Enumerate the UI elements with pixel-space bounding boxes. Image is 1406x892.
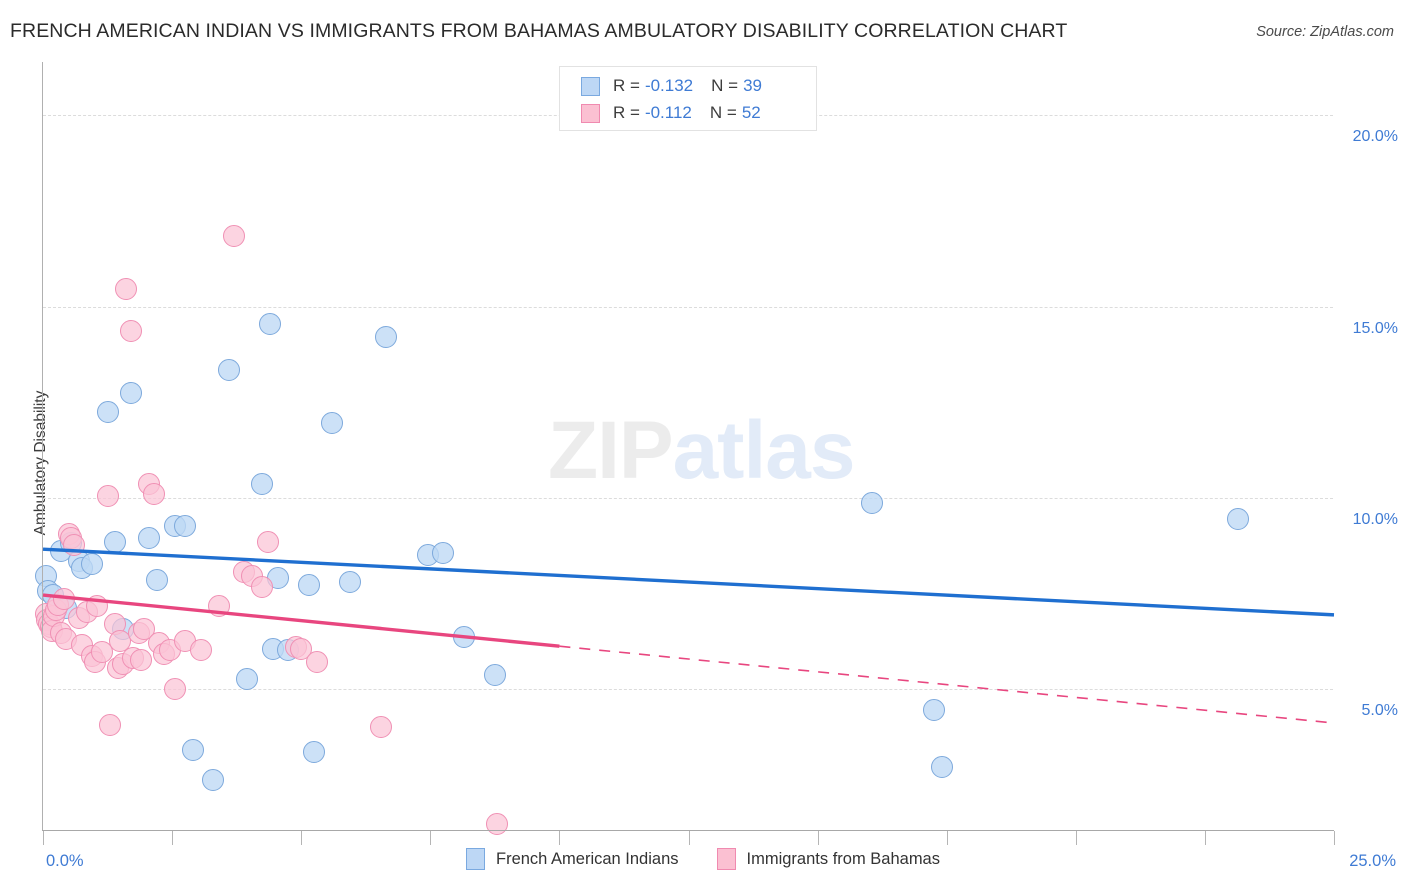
stats-row-pink: R = -0.112 N = 52 [581, 100, 761, 126]
page-title: FRENCH AMERICAN INDIAN VS IMMIGRANTS FRO… [10, 20, 1068, 42]
x-axis-tick [43, 831, 44, 845]
scatter-point[interactable] [130, 648, 153, 671]
series-label-blue: French American Indians [496, 849, 679, 868]
n-value-pink: 52 [741, 103, 761, 122]
n-label-pink: N = [709, 103, 737, 122]
scatter-point[interactable] [860, 492, 883, 515]
gridline-y [43, 688, 1333, 690]
scatter-point[interactable] [321, 412, 344, 435]
series-swatch-blue [466, 848, 485, 870]
legend-item-immigrants-from-bahamas[interactable]: Immigrants from Bahamas [716, 848, 940, 870]
series-label-pink: Immigrants from Bahamas [746, 849, 940, 868]
scatter-point[interactable] [52, 587, 75, 610]
series-swatch-pink [716, 848, 736, 870]
scatter-point[interactable] [163, 677, 186, 700]
scatter-point[interactable] [137, 526, 160, 549]
scatter-point[interactable] [375, 326, 398, 349]
scatter-point[interactable] [119, 381, 142, 404]
legend-item-french-american-indians[interactable]: French American Indians [466, 848, 679, 870]
scatter-point[interactable] [145, 568, 168, 591]
scatter-point[interactable] [81, 553, 104, 576]
x-axis-tick [946, 831, 948, 845]
scatter-point[interactable] [104, 530, 127, 553]
scatter-point[interactable] [251, 576, 274, 599]
r-label-pink: R = [613, 103, 640, 122]
legend-swatch-blue [581, 76, 600, 96]
scatter-point[interactable] [62, 534, 85, 557]
x-axis-tick [1075, 831, 1077, 845]
scatter-point[interactable] [235, 668, 258, 691]
scatter-point[interactable] [339, 570, 362, 593]
scatter-point[interactable] [189, 639, 212, 662]
series-legend: French American Indians Immigrants from … [0, 848, 1406, 870]
scatter-point[interactable] [259, 312, 282, 335]
scatter-point[interactable] [483, 664, 506, 687]
x-axis-tick [172, 831, 174, 845]
n-value-blue: 39 [743, 76, 762, 95]
x-axis-tick [430, 831, 432, 845]
scatter-point[interactable] [251, 473, 274, 496]
scatter-point[interactable] [207, 595, 230, 618]
scatter-point[interactable] [174, 515, 196, 538]
scatter-point[interactable] [96, 484, 119, 507]
scatter-point[interactable] [922, 698, 945, 721]
scatter-point[interactable] [96, 400, 119, 423]
x-axis-max-label: 25.0% [1349, 852, 1396, 870]
x-axis-tick [817, 831, 819, 845]
scatter-point[interactable] [99, 713, 122, 736]
scatter-point[interactable] [432, 541, 455, 564]
stats-row-blue: R = -0.132 N = 39 [581, 73, 762, 99]
scatter-point[interactable] [1227, 507, 1250, 530]
x-axis-tick [688, 831, 690, 845]
scatter-point[interactable] [370, 715, 393, 738]
x-axis-tick [1204, 831, 1206, 845]
legend-swatch-pink [581, 103, 600, 123]
x-axis-line [42, 830, 1334, 831]
scatter-point[interactable] [305, 650, 328, 673]
scatter-point[interactable] [119, 320, 142, 343]
n-label-blue: N = [711, 76, 739, 95]
gridline-y [43, 306, 1333, 308]
scatter-point[interactable] [486, 813, 509, 836]
gridline-y [43, 497, 1333, 499]
y-axis-tick-label: 5.0% [1361, 701, 1398, 719]
scatter-point[interactable] [202, 769, 225, 792]
stats-legend: R = -0.132 N = 39 R = -0.112 N = 52 [559, 66, 817, 131]
scatter-point[interactable] [930, 755, 953, 778]
x-axis-tick [559, 831, 561, 845]
r-label-blue: R = [613, 76, 640, 95]
scatter-point[interactable] [297, 574, 320, 597]
scatter-point[interactable] [452, 626, 475, 649]
scatter-point[interactable] [217, 358, 240, 381]
plot-area [34, 62, 1333, 836]
r-value-blue: -0.132 [644, 76, 694, 95]
y-axis-tick-label: 15.0% [1352, 319, 1398, 337]
scatter-point[interactable] [86, 595, 109, 618]
x-axis-tick [1334, 831, 1335, 845]
x-axis-tick [301, 831, 303, 845]
scatter-point[interactable] [256, 530, 279, 553]
source-label: Source: ZipAtlas.com [1256, 24, 1394, 40]
x-axis-min-label: 0.0% [46, 852, 84, 870]
y-axis-tick-label: 10.0% [1352, 510, 1398, 528]
y-axis-line [42, 62, 43, 831]
y-axis-tick-label: 20.0% [1352, 128, 1398, 146]
scatter-point[interactable] [143, 482, 166, 505]
r-value-pink: -0.112 [644, 103, 692, 122]
scatter-point[interactable] [223, 224, 246, 247]
scatter-point[interactable] [303, 740, 326, 763]
scatter-point[interactable] [114, 278, 137, 301]
scatter-point[interactable] [181, 738, 204, 761]
